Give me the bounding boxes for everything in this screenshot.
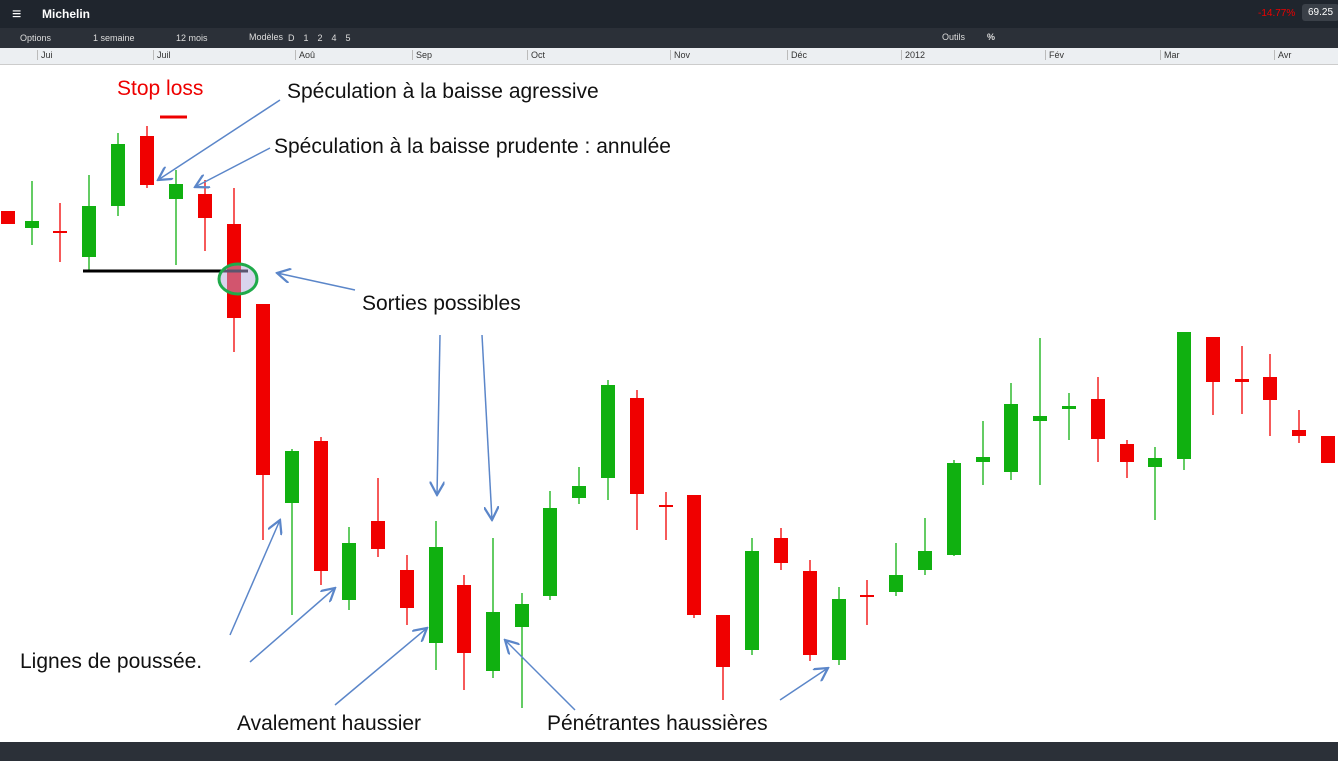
candle-part xyxy=(543,508,557,596)
month-label: Jui xyxy=(37,50,53,60)
candles xyxy=(1,126,1335,708)
candle-part xyxy=(1206,337,1220,382)
candle-part xyxy=(1321,436,1335,463)
candle-part xyxy=(1177,332,1191,459)
annotation: Lignes de poussée. xyxy=(20,650,202,673)
candle-part xyxy=(25,221,39,228)
toolbar-button[interactable]: D xyxy=(288,33,295,43)
candle-part xyxy=(630,398,644,494)
candle-part xyxy=(976,457,990,462)
month-label: Sep xyxy=(412,50,432,60)
stop-loss: Stop loss xyxy=(117,77,203,100)
candle-part xyxy=(1120,444,1134,462)
exit-circle xyxy=(217,262,259,296)
change: -14.77% xyxy=(1258,8,1296,19)
candle-part xyxy=(716,615,730,667)
percent[interactable]: % xyxy=(987,32,996,42)
month-label: Aoû xyxy=(295,50,315,60)
month-label: 2012 xyxy=(901,50,925,60)
toolbar-button[interactable]: 1 xyxy=(303,33,309,43)
candle-part xyxy=(745,551,759,650)
title-bar: ≡ Michelin -14.77% 69.25 xyxy=(0,0,1338,28)
candle-part xyxy=(947,463,961,555)
annotation: Spéculation à la baisse agressive xyxy=(287,80,599,103)
candle-part xyxy=(486,612,500,671)
timeline: Jui Juil Aoû Sep Oct Nov Déc 2012 Fév Mar Avr xyxy=(0,48,1338,65)
candle-part xyxy=(140,136,154,185)
toolbar-button[interactable]: 5 xyxy=(345,33,351,43)
menu-icon[interactable]: ≡ xyxy=(12,6,22,23)
month-label: Déc xyxy=(787,50,807,60)
month-label: Avr xyxy=(1274,50,1291,60)
annotation: Spéculation à la baisse prudente : annul… xyxy=(274,135,671,158)
month-label: Nov xyxy=(670,50,690,60)
price: 69.25 xyxy=(1302,4,1338,21)
instrument: Michelin xyxy=(42,7,91,21)
month-label: Oct xyxy=(527,50,545,60)
candle-part xyxy=(457,585,471,653)
chart: Stop loss Spéculation à la baisse agress… xyxy=(1,77,1335,735)
candle-part xyxy=(1,211,15,224)
candle-part xyxy=(256,304,270,475)
candle-part xyxy=(601,385,615,478)
candle-part xyxy=(572,486,586,498)
candle-part xyxy=(314,441,328,571)
candle-part xyxy=(659,505,673,507)
candle-part xyxy=(429,547,443,643)
candle-part xyxy=(400,570,414,608)
candle-part xyxy=(918,551,932,570)
candle-part xyxy=(832,599,846,660)
candle-part xyxy=(111,144,125,206)
candle-part xyxy=(1062,406,1076,409)
candle-part xyxy=(285,451,299,503)
month-label: Mar xyxy=(1160,50,1180,60)
annotation: Sorties possibles xyxy=(362,292,521,315)
candle-part xyxy=(53,231,67,233)
candle-part xyxy=(82,206,96,257)
toolbar-button[interactable]: 2 xyxy=(317,33,323,43)
tools[interactable]: Outils xyxy=(942,32,966,42)
bottom-bar xyxy=(0,742,1338,761)
models[interactable]: Modèles xyxy=(249,32,284,42)
candle-part xyxy=(198,194,212,218)
candle-part xyxy=(1263,377,1277,400)
candle-part xyxy=(774,538,788,563)
month-label: Juil xyxy=(153,50,171,60)
candle-part xyxy=(889,575,903,592)
candle-part xyxy=(515,604,529,627)
candle-part xyxy=(1148,458,1162,467)
candle-part xyxy=(342,543,356,600)
candle-part xyxy=(1004,404,1018,472)
annotation: Pénétrantes haussières xyxy=(547,712,768,735)
candle-part xyxy=(169,184,183,199)
candle-part xyxy=(1235,379,1249,382)
candle-part xyxy=(1091,399,1105,439)
candle-part xyxy=(1033,416,1047,421)
candle-part xyxy=(803,571,817,655)
period[interactable]: 1 semaine xyxy=(93,33,135,43)
month-label: Fév xyxy=(1045,50,1064,60)
range[interactable]: 12 mois xyxy=(176,33,208,43)
arrows xyxy=(158,99,828,711)
candle-part xyxy=(687,495,701,615)
annotation: Avalement haussier xyxy=(237,712,421,735)
toolbar-button[interactable]: 4 xyxy=(331,33,337,43)
candle-part xyxy=(860,595,874,597)
candle-part xyxy=(1292,430,1306,436)
candle-part xyxy=(371,521,385,549)
options[interactable]: Options xyxy=(20,33,52,43)
